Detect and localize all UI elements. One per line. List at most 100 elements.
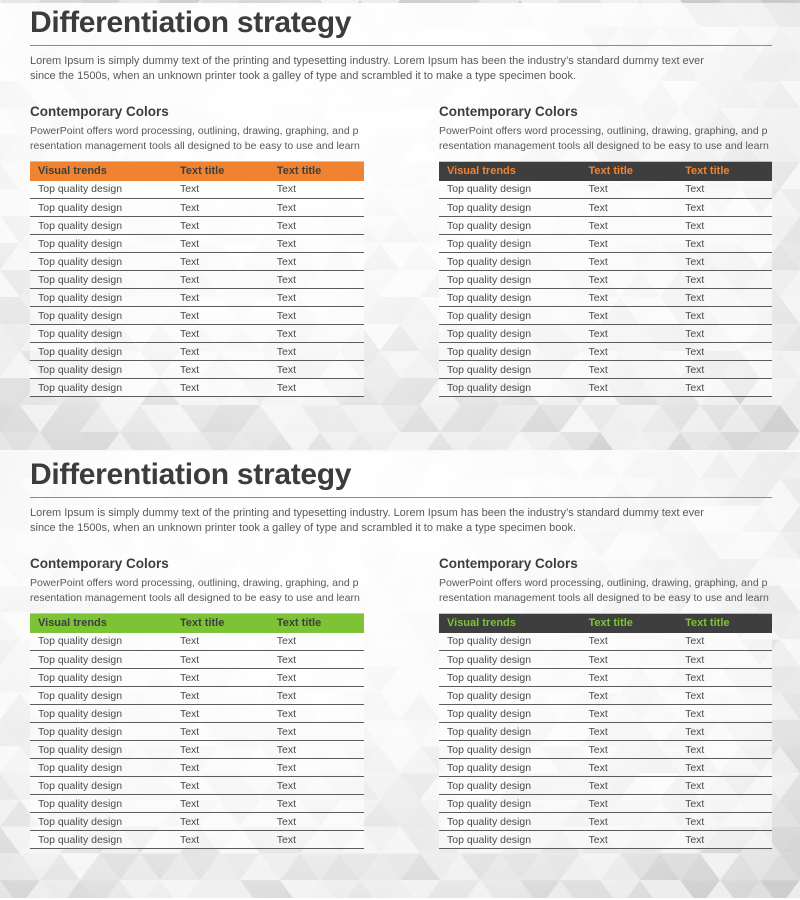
table-cell: Text bbox=[268, 830, 364, 849]
table-cell: Top quality design bbox=[30, 378, 172, 397]
table-header-row: Visual trends Text title Text title bbox=[30, 161, 364, 181]
text-line: PowerPoint offers word processing, outli… bbox=[439, 125, 768, 137]
right-column: Contemporary Colors PowerPoint offers wo… bbox=[439, 556, 772, 849]
table-row: Top quality design Text Text bbox=[439, 324, 772, 343]
table-cell: Top quality design bbox=[30, 740, 172, 759]
column-header: Visual trends bbox=[439, 613, 581, 633]
table-cell: Top quality design bbox=[30, 252, 172, 271]
table-cell: Top quality design bbox=[30, 234, 172, 253]
table-cell: Text bbox=[171, 758, 269, 777]
table-row: Top quality design Text Text bbox=[30, 722, 364, 741]
slide-title: Differentiation strategy bbox=[30, 6, 352, 39]
table-cell: Top quality design bbox=[30, 360, 172, 379]
table-row: Top quality design Text Text bbox=[30, 794, 364, 813]
table-row: Top quality design Text Text bbox=[30, 758, 364, 777]
table-row: Top quality design Text Text bbox=[439, 650, 772, 669]
table-cell: Text bbox=[677, 234, 772, 253]
table-cell: Text bbox=[171, 704, 269, 723]
table-cell: Text bbox=[171, 794, 269, 813]
table-cell: Top quality design bbox=[30, 650, 172, 669]
table-cell: Text bbox=[580, 740, 678, 759]
title-rule bbox=[30, 45, 772, 46]
two-column-layout: Contemporary Colors PowerPoint offers wo… bbox=[30, 556, 772, 849]
table-cell: Text bbox=[268, 794, 364, 813]
table-cell: Top quality design bbox=[439, 812, 581, 831]
table-row: Top quality design Text Text bbox=[439, 306, 772, 325]
table-cell: Text bbox=[171, 360, 269, 379]
table-row: Top quality design Text Text bbox=[30, 632, 364, 651]
table-cell: Text bbox=[677, 180, 772, 199]
table-cell: Top quality design bbox=[439, 704, 581, 723]
table-cell: Text bbox=[580, 722, 678, 741]
column-heading: Contemporary Colors bbox=[439, 104, 578, 119]
table-row: Top quality design Text Text bbox=[30, 740, 364, 759]
table-cell: Text bbox=[580, 342, 678, 361]
text-line: since the 1500s, when an unknown printer… bbox=[30, 70, 577, 82]
table-cell: Text bbox=[171, 288, 269, 307]
text-line: resentation management tools all designe… bbox=[30, 592, 360, 604]
column-header: Text title bbox=[580, 161, 678, 181]
table-cell: Text bbox=[268, 288, 364, 307]
table-cell: Text bbox=[677, 342, 772, 361]
table-cell: Text bbox=[580, 758, 678, 777]
table-row: Top quality design Text Text bbox=[30, 830, 364, 849]
table-cell: Top quality design bbox=[439, 270, 581, 289]
table-cell: Text bbox=[268, 668, 364, 687]
table-cell: Text bbox=[268, 198, 364, 217]
table-cell: Text bbox=[677, 704, 772, 723]
table-cell: Top quality design bbox=[30, 288, 172, 307]
table-row: Top quality design Text Text bbox=[439, 234, 772, 253]
table-cell: Text bbox=[268, 252, 364, 271]
text-line: since the 1500s, when an unknown printer… bbox=[30, 522, 577, 534]
table-cell: Top quality design bbox=[30, 830, 172, 849]
column-header: Text title bbox=[268, 613, 364, 633]
table-row: Top quality design Text Text bbox=[30, 650, 364, 669]
table-cell: Text bbox=[580, 216, 678, 235]
table-row: Top quality design Text Text bbox=[439, 686, 772, 705]
table-cell: Top quality design bbox=[30, 776, 172, 795]
table-cell: Text bbox=[171, 234, 269, 253]
table-row: Top quality design Text Text bbox=[30, 288, 364, 307]
table-cell: Text bbox=[171, 342, 269, 361]
table-cell: Top quality design bbox=[30, 216, 172, 235]
table-cell: Text bbox=[677, 360, 772, 379]
table-cell: Top quality design bbox=[30, 812, 172, 831]
table-row: Top quality design Text Text bbox=[439, 288, 772, 307]
table-row: Top quality design Text Text bbox=[439, 632, 772, 651]
column-description: PowerPoint offers word processing, outli… bbox=[30, 124, 364, 154]
table-row: Top quality design Text Text bbox=[30, 324, 364, 343]
text-line: PowerPoint offers word processing, outli… bbox=[30, 125, 359, 137]
table-cell: Top quality design bbox=[30, 794, 172, 813]
visual-trends-table: Visual trends Text title Text title Top qua… bbox=[30, 613, 364, 849]
table-row: Top quality design Text Text bbox=[439, 378, 772, 397]
table-cell: Text bbox=[677, 776, 772, 795]
table-cell: Text bbox=[677, 252, 772, 271]
table-row: Top quality design Text Text bbox=[30, 668, 364, 687]
table-cell: Text bbox=[171, 378, 269, 397]
table-row: Top quality design Text Text bbox=[439, 722, 772, 741]
table-cell: Top quality design bbox=[439, 740, 581, 759]
table-row: Top quality design Text Text bbox=[439, 740, 772, 759]
table-cell: Top quality design bbox=[439, 216, 581, 235]
table-cell: Top quality design bbox=[30, 722, 172, 741]
slide-title: Differentiation strategy bbox=[30, 458, 352, 491]
table-cell: Text bbox=[677, 270, 772, 289]
table-cell: Text bbox=[580, 306, 678, 325]
table-cell: Text bbox=[171, 722, 269, 741]
table-row: Top quality design Text Text bbox=[30, 234, 364, 253]
table-cell: Text bbox=[171, 812, 269, 831]
table-cell: Text bbox=[171, 198, 269, 217]
table-cell: Text bbox=[677, 378, 772, 397]
table-cell: Text bbox=[677, 830, 772, 849]
table-cell: Text bbox=[171, 252, 269, 271]
table-cell: Top quality design bbox=[439, 686, 581, 705]
table-row: Top quality design Text Text bbox=[30, 306, 364, 325]
table-cell: Text bbox=[268, 686, 364, 705]
table-cell: Text bbox=[677, 216, 772, 235]
table-row: Top quality design Text Text bbox=[30, 252, 364, 271]
table-row: Top quality design Text Text bbox=[439, 704, 772, 723]
column-heading: Contemporary Colors bbox=[30, 104, 169, 119]
table-cell: Text bbox=[268, 306, 364, 325]
table-cell: Top quality design bbox=[30, 758, 172, 777]
two-column-layout: Contemporary Colors PowerPoint offers wo… bbox=[30, 104, 772, 397]
